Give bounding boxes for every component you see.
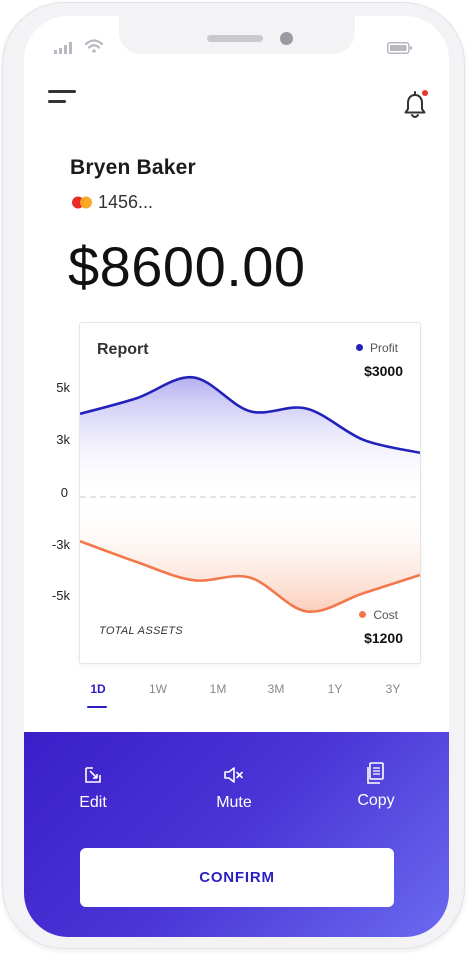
tab-1w[interactable]: 1W [149,682,167,696]
cost-dot-icon [359,611,367,618]
mute-label: Mute [216,794,252,811]
profit-series-line [80,376,420,455]
phone-notch [119,16,355,54]
edit-button[interactable]: Edit [48,762,138,812]
notification-badge [422,90,428,96]
total-assets-label: TOTAL ASSETS [99,625,183,637]
card-number: 1456... [98,192,154,212]
copy-button[interactable]: Copy [331,760,421,810]
profit-label: Profit [369,341,398,355]
user-name: Bryen Baker [70,156,196,179]
y-tick-label: 3k [56,432,70,447]
profit-area [80,377,420,497]
report-chart [80,376,420,613]
profit-value: $3000 [364,363,403,379]
app-screen: Bryen Baker 1456... $8600.00 5k 3k 0 -3k… [24,16,449,937]
speaker-icon [207,35,263,42]
y-tick-label: 0 [60,485,68,500]
tab-3y[interactable]: 3Y [385,682,401,696]
tab-3m[interactable]: 3M [267,682,285,696]
wifi-icon [84,39,104,53]
notification-button[interactable] [402,90,428,120]
menu-icon[interactable] [48,90,76,110]
legend-cost: Cost [359,608,398,622]
active-tab-indicator [87,706,107,708]
y-tick-label: -5k [51,588,70,603]
mute-icon [224,767,243,783]
report-title: Report [97,341,149,358]
cost-value: $1200 [364,630,403,646]
signal-icon [54,42,72,54]
confirm-button[interactable]: CONFIRM [80,848,394,907]
y-tick-label: -3k [51,537,70,552]
report-chart-card: Report Profit $3000 TOTAL ASSETS Cost $1… [79,322,421,664]
copy-label: Copy [357,792,395,809]
cost-series-line [80,539,420,613]
legend-profit: Profit [355,341,398,355]
edit-label: Edit [79,794,107,811]
copy-icon [367,762,384,784]
y-tick-label: 5k [56,380,70,395]
camera-icon [280,32,293,45]
mute-button[interactable]: Mute [189,762,279,812]
profit-dot-icon [355,344,363,351]
action-panel: Edit Mute [24,732,449,937]
tab-1y[interactable]: 1Y [327,682,343,696]
battery-icon [387,42,412,54]
timeframe-tabs: 1D 1W 1M 3M 1Y 3Y [78,682,422,708]
mastercard-icon [72,196,92,209]
cost-area [80,497,420,612]
cost-label: Cost [373,608,398,622]
tab-1d[interactable]: 1D [90,682,106,696]
edit-icon [85,767,101,783]
bell-icon [404,91,426,118]
account-balance: $8600.00 [68,235,306,298]
tab-1m[interactable]: 1M [209,682,227,696]
